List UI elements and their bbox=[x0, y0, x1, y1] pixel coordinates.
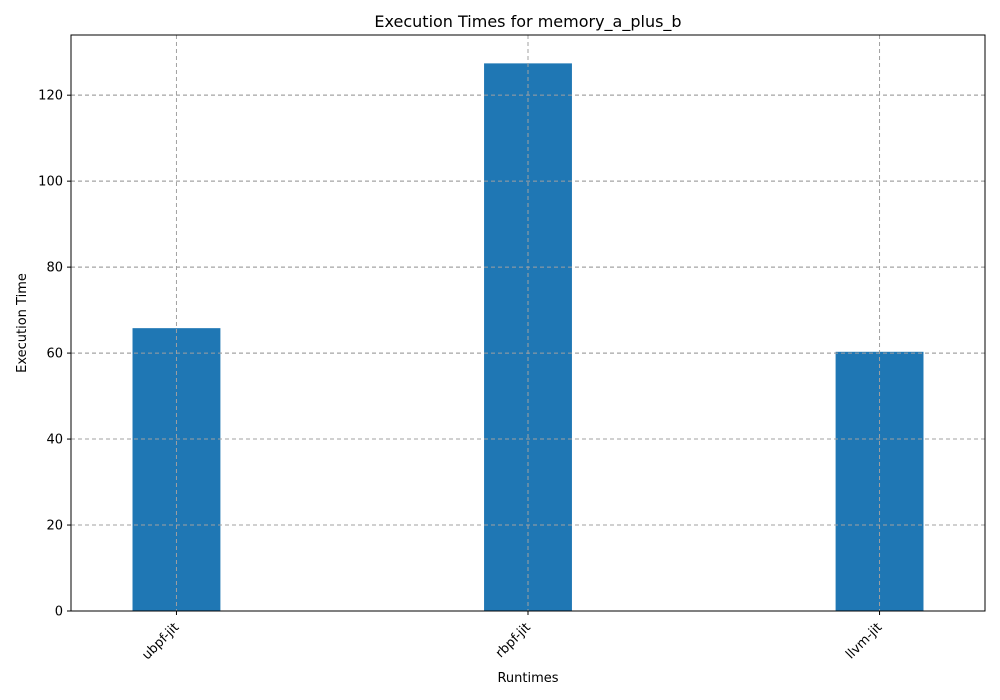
y-tick-label: 120 bbox=[38, 89, 63, 104]
chart-title: Execution Times for memory_a_plus_b bbox=[374, 12, 681, 32]
y-tick-label: 20 bbox=[46, 519, 63, 534]
x-tick-label: ubpf-jit bbox=[139, 620, 182, 663]
y-axis-ticks: 0 20 40 60 80 100 120 bbox=[38, 89, 71, 620]
y-tick-label: 40 bbox=[46, 433, 63, 448]
x-axis-label: Runtimes bbox=[497, 671, 558, 686]
y-axis-label: Execution Time bbox=[15, 273, 30, 373]
x-axis-ticks: ubpf-jit rbpf-jit llvm-jit bbox=[139, 611, 885, 663]
y-tick-label: 80 bbox=[46, 261, 63, 276]
y-tick-label: 60 bbox=[46, 347, 63, 362]
plot-frame bbox=[70, 34, 986, 612]
bars bbox=[71, 35, 985, 612]
y-tick-label: 100 bbox=[38, 175, 63, 190]
y-tick-label: 0 bbox=[55, 605, 63, 620]
x-tick-label: rbpf-jit bbox=[493, 620, 534, 661]
x-tick-label: llvm-jit bbox=[843, 620, 885, 662]
bar-llvm-jit bbox=[835, 351, 924, 611]
